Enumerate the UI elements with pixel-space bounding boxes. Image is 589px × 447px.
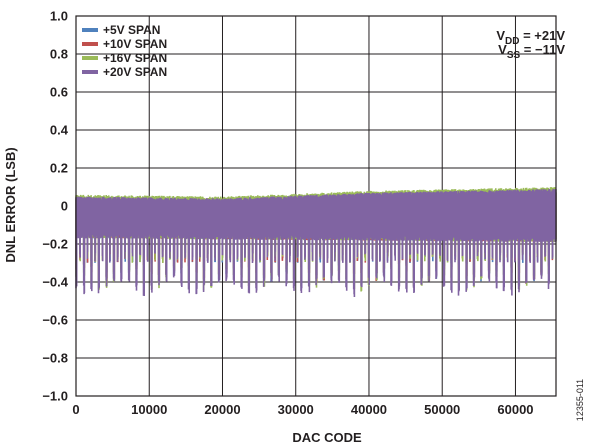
y-tick-labels: 1.0 0.8 0.6 0.4 0.2 0 −0.2 −0.4 −0.6 −0.8 −1.0 [42,9,68,404]
legend-label: +20V SPAN [103,65,167,79]
vdd-sub: DD [505,36,519,47]
x-tick-label: 0 [72,402,79,417]
x-tick-label: 30000 [278,402,314,417]
vdd-condition: VDD = +21V [496,28,565,47]
x-tick-label: 50000 [424,402,460,417]
y-tick-label: 0.2 [50,161,68,176]
legend-label: +16V SPAN [103,51,167,65]
series-band [75,189,557,297]
y-tick-label: −0.8 [42,351,68,366]
vss-value: = −11V [520,42,565,57]
legend-label: +10V SPAN [103,37,167,51]
y-tick-label: 0.4 [50,123,69,138]
x-tick-label: 40000 [351,402,387,417]
y-tick-label: 0.6 [50,85,68,100]
y-tick-label: 1.0 [50,9,68,24]
x-tick-labels: 0 10000 20000 30000 40000 50000 60000 [72,402,533,417]
figure-id: 12355-011 [575,379,585,421]
y-tick-label: −0.2 [42,237,68,252]
vss-v: V [498,42,507,57]
vss-sub: SS [507,50,521,61]
x-tick-label: 10000 [131,402,167,417]
y-tick-label: −0.6 [42,313,68,328]
vdd-value: = +21V [519,28,565,43]
y-axis-title: DNL ERROR (LSB) [3,147,18,262]
y-tick-label: −1.0 [42,389,68,404]
plot-frame [75,15,557,397]
series-4 [75,189,557,297]
y-tick-label: 0 [61,199,68,214]
legend-label: +5V SPAN [103,23,160,37]
x-tick-label: 20000 [204,402,240,417]
y-tick-label: −0.4 [42,275,68,290]
vss-condition: VSS = −11V [498,42,565,61]
y-tick-label: 0.8 [50,47,68,62]
legend: +5V SPAN+10V SPAN+16V SPAN+20V SPAN [82,23,167,79]
x-axis-title: DAC CODE [292,430,362,445]
vdd-v: V [496,28,505,43]
x-tick-label: 60000 [497,402,533,417]
series-layer [75,187,557,297]
